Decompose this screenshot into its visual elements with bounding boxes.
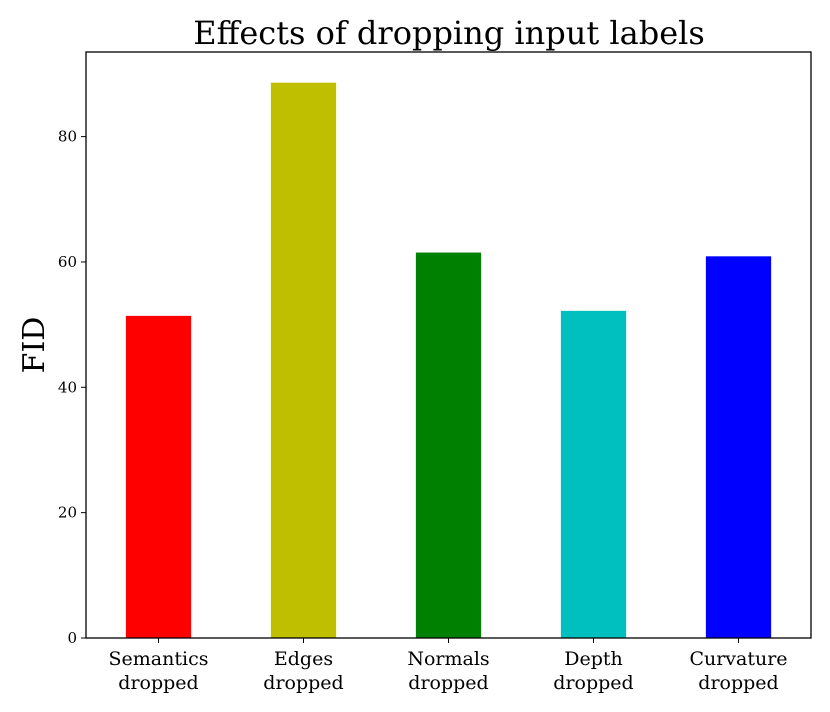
bar-edges (270, 82, 337, 639)
y-tick-label: 40 (58, 378, 77, 396)
x-tick-label: Edges dropped (263, 648, 343, 694)
y-axis-label: FID (17, 317, 52, 374)
chart-title: Effects of dropping input labels (193, 14, 705, 52)
x-tick-label: Depth dropped (553, 648, 633, 694)
y-axis-ticks: 0 20 40 60 80 (58, 128, 86, 647)
plot-frame (85, 51, 812, 639)
y-tick-label: 80 (58, 128, 77, 146)
x-axis-ticks: Semantics dropped Edges dropped Normals dropp… (109, 638, 788, 694)
y-tick-label: 60 (58, 253, 77, 271)
bar-normals (415, 252, 482, 638)
x-tick-label: Curvature dropped (689, 648, 787, 694)
bars (125, 82, 772, 639)
x-tick-label: Normals dropped (407, 648, 489, 694)
bar-semantics (125, 315, 192, 638)
x-tick-label: Semantics dropped (109, 648, 209, 694)
bar-curvature (705, 256, 772, 638)
bar-depth (560, 310, 627, 638)
y-tick-label: 20 (58, 504, 77, 522)
y-tick-label: 0 (67, 629, 77, 647)
